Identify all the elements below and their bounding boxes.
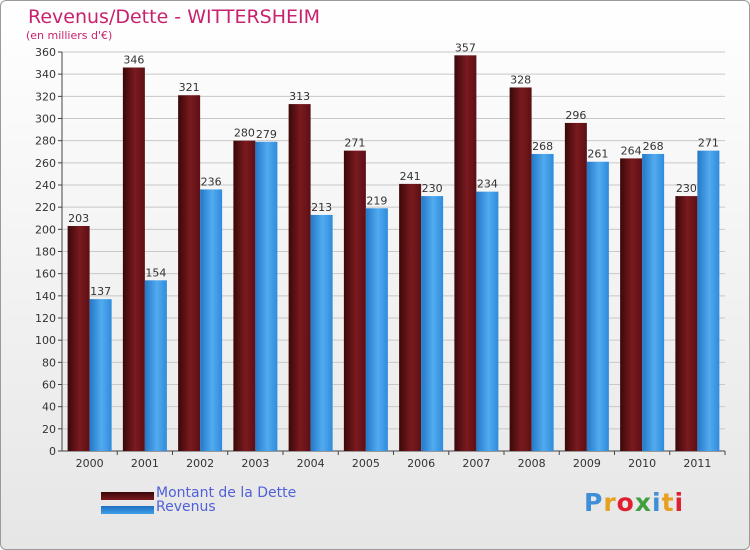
bar-dette — [67, 226, 90, 451]
legend-label-dette: Montant de la Dette — [156, 485, 297, 501]
chart-title: Revenus/Dette - WITTERSHEIM — [28, 6, 321, 28]
y-tick-label: 260 — [35, 157, 56, 170]
x-tick-label: 2008 — [518, 457, 546, 470]
data-label: 346 — [123, 54, 144, 67]
bar-dette — [178, 95, 201, 451]
bar-dette — [564, 122, 587, 451]
y-tick-label: 80 — [42, 356, 56, 369]
y-tick-label: 320 — [35, 90, 56, 103]
bar-revenus — [531, 153, 554, 451]
y-tick-label: 180 — [35, 246, 56, 259]
data-label: 230 — [422, 182, 443, 195]
y-tick-label: 0 — [49, 445, 56, 458]
data-label: 234 — [477, 178, 498, 191]
data-label: 154 — [145, 266, 166, 279]
data-label: 328 — [510, 73, 531, 86]
bar-dette — [343, 150, 366, 451]
x-tick-label: 2005 — [352, 457, 380, 470]
legend-label-revenus: Revenus — [156, 499, 216, 515]
y-tick-label: 40 — [42, 401, 56, 414]
bar-dette — [454, 55, 477, 451]
bar-revenus — [421, 196, 444, 451]
data-label: 321 — [179, 81, 200, 94]
legend-swatch-revenus — [101, 506, 154, 514]
bar-dette — [122, 67, 145, 452]
chart-subtitle: (en milliers d'€) — [26, 29, 113, 42]
bar-revenus — [642, 153, 665, 451]
y-tick-label: 280 — [35, 135, 56, 148]
data-label: 230 — [676, 182, 697, 195]
bar-revenus — [586, 161, 609, 451]
x-tick-label: 2009 — [573, 457, 601, 470]
x-tick-label: 2011 — [683, 457, 711, 470]
x-tick-label: 2002 — [186, 457, 214, 470]
proxiti-logo: Proxiti — [584, 488, 685, 517]
data-label: 213 — [311, 201, 332, 214]
data-label: 271 — [698, 137, 719, 150]
y-tick-label: 300 — [35, 113, 56, 126]
bar-revenus — [255, 141, 278, 451]
bar-revenus — [365, 208, 388, 451]
data-label: 241 — [400, 170, 421, 183]
bar-dette — [509, 87, 532, 451]
data-label: 357 — [455, 41, 476, 54]
y-tick-label: 140 — [35, 290, 56, 303]
bar-revenus — [200, 189, 223, 451]
data-label: 271 — [344, 137, 365, 150]
data-label: 261 — [587, 148, 608, 161]
y-tick-label: 220 — [35, 201, 56, 214]
y-tick-label: 360 — [35, 46, 56, 59]
y-tick-label: 160 — [35, 268, 56, 281]
x-tick-label: 2010 — [628, 457, 656, 470]
x-tick-label: 2004 — [297, 457, 325, 470]
x-tick-label: 2001 — [131, 457, 159, 470]
data-label: 268 — [643, 140, 664, 153]
y-tick-label: 120 — [35, 312, 56, 325]
data-label: 264 — [621, 144, 642, 157]
data-label: 268 — [532, 140, 553, 153]
bar-dette — [620, 158, 643, 451]
y-tick-label: 340 — [35, 68, 56, 81]
data-label: 279 — [256, 128, 277, 141]
bar-dette — [288, 104, 311, 451]
data-label: 203 — [68, 212, 89, 225]
legend-swatch-dette — [101, 492, 154, 500]
x-tick-label: 2000 — [76, 457, 104, 470]
bar-revenus — [89, 299, 112, 451]
y-tick-label: 200 — [35, 223, 56, 236]
bar-revenus — [697, 150, 720, 451]
bar-dette — [399, 183, 422, 451]
y-tick-label: 100 — [35, 334, 56, 347]
x-tick-label: 2003 — [241, 457, 269, 470]
bar-dette — [233, 140, 256, 451]
data-label: 137 — [90, 285, 111, 298]
bar-dette — [675, 196, 698, 451]
data-label: 280 — [234, 127, 255, 140]
data-label: 219 — [366, 194, 387, 207]
y-tick-label: 60 — [42, 379, 56, 392]
bar-revenus — [476, 191, 499, 451]
y-tick-label: 20 — [42, 423, 56, 436]
x-tick-label: 2006 — [407, 457, 435, 470]
data-label: 236 — [201, 175, 222, 188]
bar-revenus — [144, 280, 167, 451]
x-tick-label: 2007 — [462, 457, 490, 470]
bar-revenus — [310, 214, 333, 451]
data-label: 313 — [289, 90, 310, 103]
data-label: 296 — [565, 109, 586, 122]
y-tick-label: 240 — [35, 179, 56, 192]
